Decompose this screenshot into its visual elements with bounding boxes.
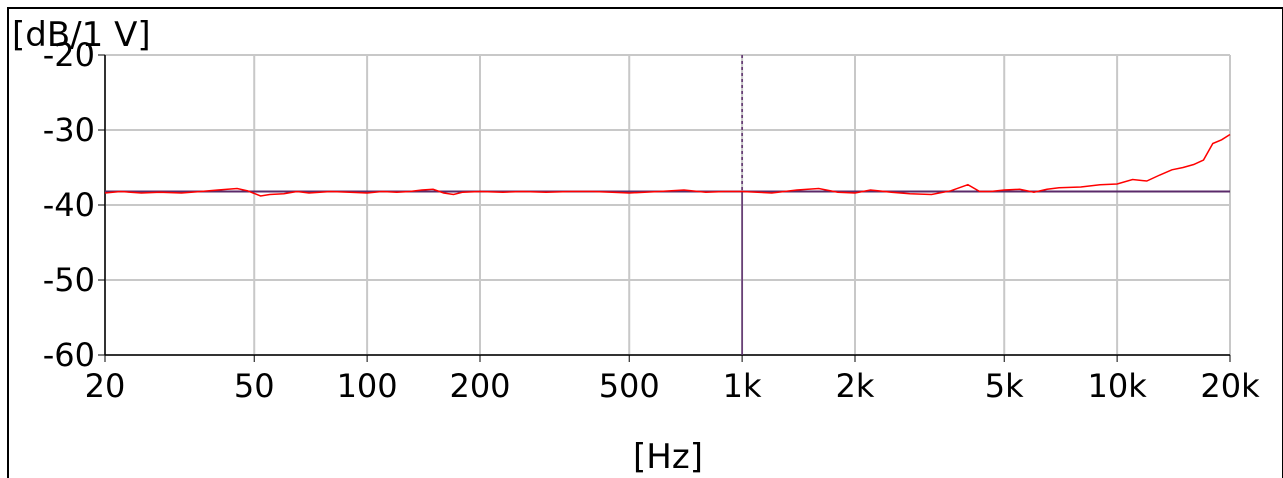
tick-labels: 20 50 100 200 500 1k 2k 5k 10k 20k -20 -30 -40 -50 -60 xyxy=(43,36,1260,405)
x-tick-label: 500 xyxy=(599,367,660,405)
y-axis-label: [dB/1 V] xyxy=(12,15,151,55)
x-tick-label: 2k xyxy=(836,367,875,405)
y-tick-label: -30 xyxy=(43,111,95,149)
x-tick-label: 200 xyxy=(449,367,510,405)
series-group xyxy=(104,133,1231,197)
x-tick-label: 20 xyxy=(85,367,126,405)
x-tick-label: 5k xyxy=(985,367,1024,405)
y-tick-label: -40 xyxy=(43,186,95,224)
x-tick-label: 100 xyxy=(337,367,398,405)
x-tick-label: 10k xyxy=(1087,367,1147,405)
y-tick-label: -60 xyxy=(43,336,95,374)
x-tick-label: 1k xyxy=(723,367,762,405)
chart-frame xyxy=(7,7,1283,478)
x-axis-label: [Hz] xyxy=(633,437,703,477)
axes xyxy=(98,54,1231,362)
x-tick-label: 50 xyxy=(234,367,275,405)
x-tick-label: 20k xyxy=(1200,367,1260,405)
y-tick-label: -50 xyxy=(43,261,95,299)
y-tick-label: -20 xyxy=(43,36,95,74)
series-line xyxy=(104,133,1231,197)
